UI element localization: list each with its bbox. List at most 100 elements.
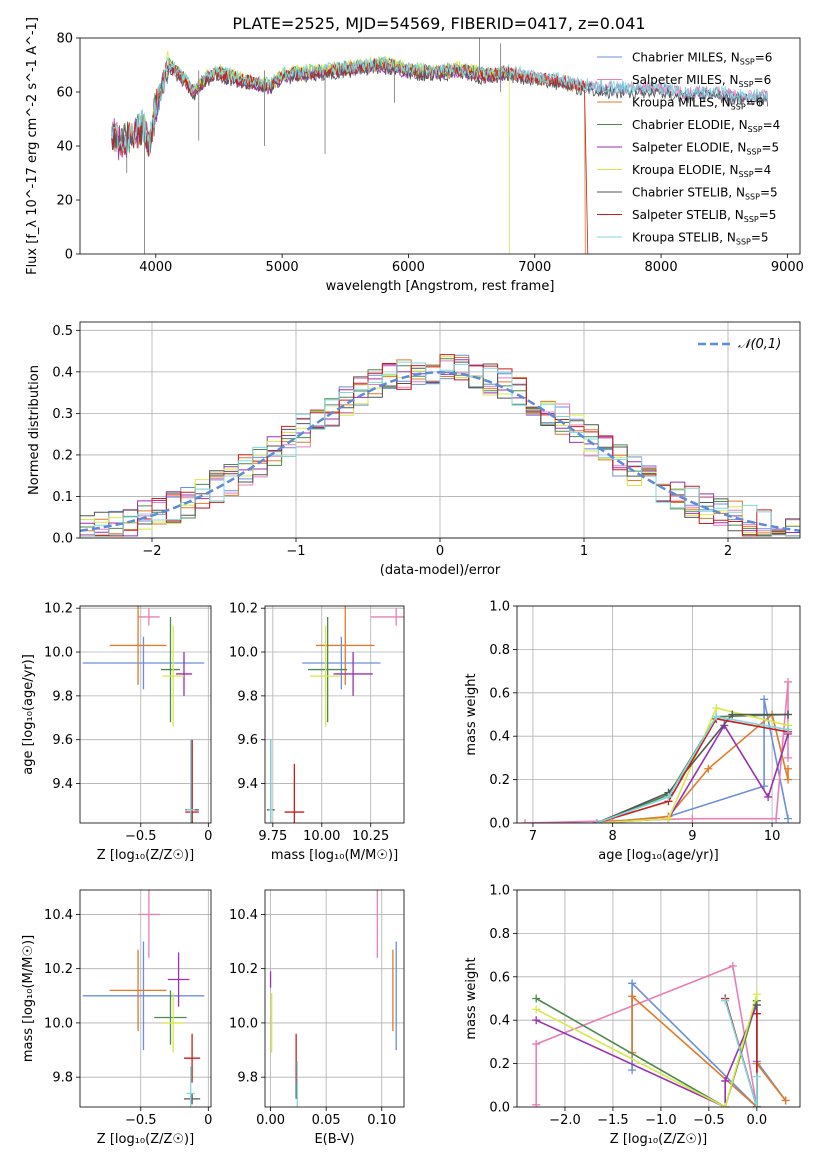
- error-point-salpeter-stelib: [284, 763, 305, 823]
- axes-frame: [264, 889, 405, 1108]
- error-point-chabrier-elodie: [308, 616, 348, 723]
- legend-label-subscript: SSP: [740, 58, 755, 67]
- normal-reference-curve: [80, 371, 800, 532]
- x-tick-label: 0.10: [367, 1113, 396, 1128]
- data-marker: [784, 677, 793, 686]
- legend-label-count: =4: [754, 163, 772, 177]
- y-tick-label: 0.4: [489, 1014, 510, 1029]
- y-tick-label: 10.2: [229, 602, 258, 617]
- x-tick-label: 9.75: [258, 829, 287, 844]
- x-tick-label: 0.05: [312, 1113, 341, 1128]
- data-marker: [532, 1040, 541, 1049]
- legend-label-subscript: SSP: [739, 80, 754, 89]
- legend-label-count: =6: [746, 96, 764, 110]
- data-marker: [784, 764, 793, 773]
- legend-label: Salpeter STELIB, NSSP=5: [632, 208, 776, 224]
- plot-area: [532, 961, 790, 1107]
- axes-frame: [79, 889, 212, 1108]
- x-tick-label: 0.00: [256, 1113, 285, 1128]
- data-marker: [520, 819, 529, 823]
- y-tick-label: 9.6: [52, 733, 73, 748]
- data-marker: [760, 695, 769, 704]
- mass-weight-line-kroupa-stelib: [596, 715, 789, 823]
- x-axis-label: age [log₁₀(age/yr)]: [598, 848, 719, 863]
- data-marker: [752, 1072, 761, 1081]
- data-marker: [704, 764, 713, 773]
- error-point-chabrier-elodie: [161, 616, 180, 723]
- y-axis-label: age [log₁₀(age/yr)]: [21, 654, 36, 775]
- data-marker: [532, 1016, 541, 1025]
- error-point-salpeter-elodie: [333, 652, 373, 696]
- data-marker: [532, 1005, 541, 1014]
- y-tick-label: 0.2: [489, 1057, 510, 1072]
- y-tick-label: 0.0: [489, 817, 510, 832]
- mass-weight-line-salpeter-miles: [535, 964, 758, 1107]
- y-tick-label: 1.0: [489, 600, 510, 615]
- data-marker: [752, 1001, 761, 1010]
- data-marker: [784, 725, 793, 734]
- spectrum-line-kroupa-miles: [111, 58, 586, 254]
- axes-frame: [516, 605, 801, 824]
- x-tick-label: −1.0: [645, 1113, 677, 1128]
- data-marker: [728, 961, 737, 970]
- legend-label-subscript: SSP: [731, 103, 746, 112]
- y-tick-label: 10.0: [229, 1016, 258, 1031]
- x-tick-label: 5000: [266, 260, 299, 275]
- axes-frame: [79, 321, 801, 539]
- mass-weight-line-kroupa-elodie: [535, 993, 758, 1107]
- x-axis-label: Z [log₁₀(Z/Z☉)]: [97, 1132, 194, 1147]
- error-point-kroupa-stelib: [186, 739, 195, 823]
- data-marker: [664, 814, 673, 823]
- legend-label: Chabrier MILES, NSSP=6: [632, 51, 772, 67]
- data-marker: [772, 814, 781, 823]
- mass-vs-metallicity-panel: −0.5 0 9.8 10.0 10.2 10.4 Z [log₁₀(Z/Z☉)] mass …: [21, 889, 212, 1147]
- y-tick-label: 0.2: [52, 448, 73, 463]
- y-tick-label: 10.4: [44, 908, 73, 923]
- x-tick-label: −0.5: [693, 1113, 725, 1128]
- plot-area: [266, 606, 404, 823]
- x-tick-label: 7000: [518, 260, 551, 275]
- data-marker: [721, 996, 730, 1005]
- error-point-salpeter-stelib: [183, 1033, 201, 1083]
- y-axis-label: mass weight: [464, 957, 479, 1039]
- legend-label: Kroupa STELIB, NSSP=5: [632, 231, 769, 247]
- data-marker: [728, 710, 737, 719]
- histogram-salpeter-stelib: [80, 354, 800, 537]
- histogram-kroupa-stelib: [80, 361, 800, 537]
- error-point-chabrier-elodie: [154, 990, 187, 1045]
- x-tick-label: 8: [609, 829, 617, 844]
- residuals-panel: −2 −1 0 1 2 0.0 0.1 0.2 0.3 0.4 0.5 (data-model)/er…: [27, 321, 801, 578]
- x-tick-label: 0: [436, 544, 444, 559]
- legend-label: Chabrier STELIB, NSSP=5: [632, 186, 778, 202]
- data-marker: [712, 703, 721, 712]
- x-axis-label: Z [log₁₀(Z/Z☉)]: [610, 1132, 707, 1147]
- data-marker: [784, 814, 793, 823]
- mass-weight-line-chabrier-elodie: [535, 997, 758, 1107]
- y-tick-label: 0.8: [489, 927, 510, 942]
- data-marker: [784, 753, 793, 762]
- y-tick-label: 9.4: [237, 777, 258, 792]
- y-tick-label: 1.0: [489, 884, 510, 899]
- x-axis-label: Z [log₁₀(Z/Z☉)]: [97, 848, 194, 863]
- plot-area: [80, 354, 800, 537]
- x-tick-label: −2.0: [549, 1113, 581, 1128]
- plot-area: [82, 890, 205, 1107]
- y-axis-label: mass [log₁₀(M/M☉)]: [21, 935, 36, 1062]
- error-point-salpeter-miles: [138, 608, 160, 626]
- error-point-kroupa-elodie: [162, 625, 184, 727]
- data-marker: [712, 712, 721, 721]
- error-point-chabrier-miles: [82, 941, 205, 1051]
- error-point-salpeter-stelib: [185, 739, 199, 823]
- data-marker: [784, 710, 793, 719]
- data-marker: [664, 792, 673, 801]
- age-vs-mass-panel: 9.75 10.00 10.25 9.4 9.6 9.8 10.0 10.2 mass [log…: [229, 602, 405, 863]
- x-tick-label: 2: [724, 544, 732, 559]
- y-tick-label: 9.4: [52, 777, 73, 792]
- y-tick-label: 10.2: [44, 962, 73, 977]
- data-marker: [752, 1009, 761, 1018]
- y-tick-label: 0.5: [52, 324, 73, 339]
- y-tick-label: 0.6: [489, 970, 510, 985]
- legend-label-count: =4: [763, 118, 781, 132]
- x-tick-label: 9: [688, 829, 696, 844]
- x-tick-label: −0.5: [125, 829, 157, 844]
